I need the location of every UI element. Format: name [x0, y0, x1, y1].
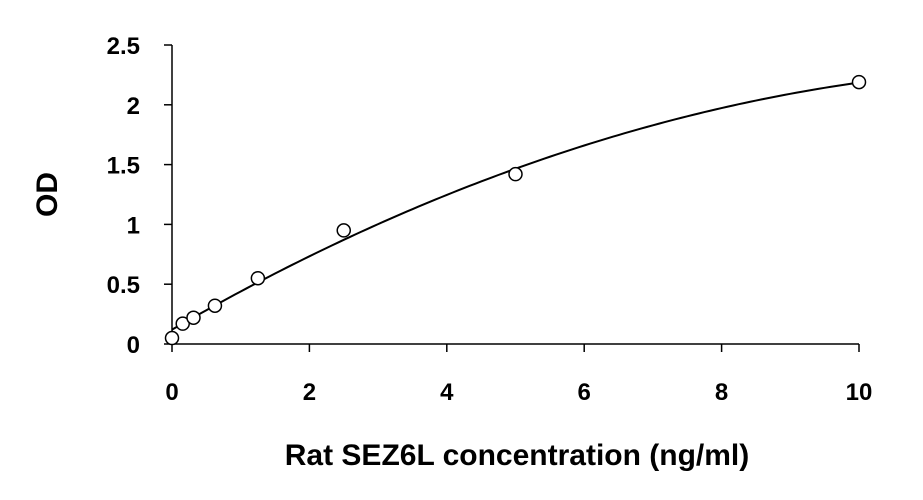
y-tick-label: 0	[127, 332, 140, 359]
data-point	[207, 298, 223, 313]
x-tick-label: 0	[165, 379, 178, 406]
y-tick-label: 1	[127, 212, 140, 239]
data-point	[851, 74, 867, 90]
data-point	[250, 270, 266, 286]
fit-curve	[171, 81, 860, 331]
ticks	[164, 44, 860, 352]
y-tick-label: 0.5	[107, 272, 140, 299]
y-tick-label: 2	[127, 93, 140, 120]
x-tick-label: 4	[440, 379, 454, 406]
y-tick-label: 1.5	[107, 153, 140, 180]
x-tick-label: 6	[578, 379, 591, 406]
axes	[171, 45, 859, 345]
data-point	[186, 310, 201, 325]
data-point	[336, 223, 351, 238]
fit-curve-layer	[171, 81, 860, 331]
y-tick-label: 2.5	[107, 33, 140, 60]
data-point	[508, 166, 523, 182]
data-point	[175, 316, 190, 331]
data-points	[164, 74, 867, 346]
x-axis-title: Rat SEZ6L concentration (ng/ml)	[285, 439, 750, 472]
x-tick-label: 2	[303, 379, 316, 406]
x-tick-label: 10	[846, 379, 873, 406]
x-tick-label: 8	[715, 379, 728, 406]
tick-labels: 0 0.5 1 1.5 2 2.5 0 2 4 6 8 10	[107, 33, 873, 406]
y-axis-title: OD	[31, 172, 64, 217]
data-point	[164, 330, 180, 346]
